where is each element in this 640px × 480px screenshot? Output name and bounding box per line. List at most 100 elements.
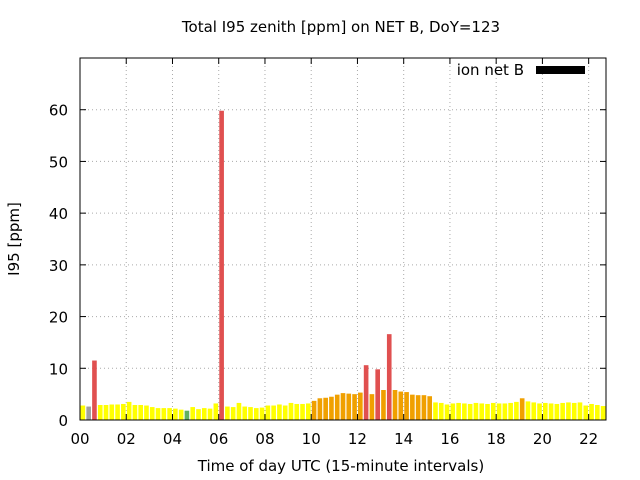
bar [306,403,311,420]
bar [392,390,398,420]
x-tick-label: 08 [255,430,274,448]
bar [438,402,444,420]
bar [467,403,473,420]
bar [236,402,242,420]
bar [219,110,224,421]
bar [595,405,600,420]
bar [161,408,167,420]
bar [115,404,120,420]
bar [173,408,178,420]
bar [92,360,97,420]
bar [300,403,305,420]
bar [502,403,508,420]
bar [282,405,288,420]
y-tick-label: 30 [49,257,68,275]
bar [548,403,554,420]
chart-title: Total I95 zenith [ppm] on NET B, DoY=123 [181,18,500,36]
bar [369,394,375,420]
y-tick-label: 40 [49,205,68,223]
bar [473,402,479,420]
bar [248,407,253,420]
y-axis-label: I95 [ppm] [5,202,23,276]
bar [462,403,467,420]
bar [358,392,363,420]
bar [577,402,583,420]
x-axis-label: Time of day UTC (15-minute intervals) [197,457,484,475]
bar [121,403,126,420]
bar [542,402,548,420]
bar [144,405,149,420]
bar [525,401,531,420]
bar [456,402,461,420]
bar [433,402,438,420]
y-tick-label: 10 [49,360,68,378]
x-tick-label: 02 [117,430,136,448]
x-tick-label: 16 [440,430,459,448]
y-tick-label: 20 [49,309,68,327]
bar [253,408,259,420]
bar [427,396,433,420]
bars [80,110,606,421]
bar [583,405,589,420]
bar [225,406,230,420]
bar [519,398,525,420]
bar [340,393,346,420]
bar [363,365,369,420]
bar [560,402,565,420]
bar [230,407,236,420]
bar [381,390,386,420]
x-tick-label: 22 [579,430,598,448]
bar [329,396,334,420]
bar [490,402,496,420]
bar [421,395,427,420]
x-tick-label: 20 [533,430,552,448]
bar [271,405,276,420]
bar [531,402,537,420]
y-tick-label: 0 [58,412,68,430]
x-tick-label: 12 [348,430,367,448]
bar [126,401,132,420]
bar [132,405,138,420]
bar [589,403,594,420]
bar [242,406,248,420]
bar [311,400,317,420]
bar [404,392,409,420]
bar [259,407,265,420]
bar [554,403,560,420]
bar [375,369,380,420]
bar [346,393,352,420]
bar [600,406,606,420]
bar [277,404,282,420]
legend-swatch [536,66,585,74]
y-tick-label: 50 [49,153,68,171]
bar [352,394,357,420]
bar [537,403,542,420]
bar [485,403,490,420]
bar [496,403,502,420]
bar [190,407,196,420]
bar [155,408,161,420]
bar [196,409,201,420]
bar [109,404,115,420]
x-tick-label: 10 [302,430,321,448]
x-tick-label: 18 [487,430,506,448]
bar [138,405,144,420]
x-tick-label: 00 [70,430,89,448]
bar [80,405,86,420]
bar [213,403,219,420]
bar [207,408,213,420]
bar [317,398,323,420]
bar [571,402,577,420]
bar [103,405,109,420]
x-tick-label: 06 [209,430,228,448]
bar [444,404,450,420]
bar [479,403,485,420]
y-tick-label: 60 [49,102,68,120]
bar [294,403,300,420]
plot-frame [79,57,607,421]
legend-label: ion net B [457,61,524,79]
bar [97,405,103,420]
bar [450,403,456,420]
x-tick-label: 04 [163,430,182,448]
